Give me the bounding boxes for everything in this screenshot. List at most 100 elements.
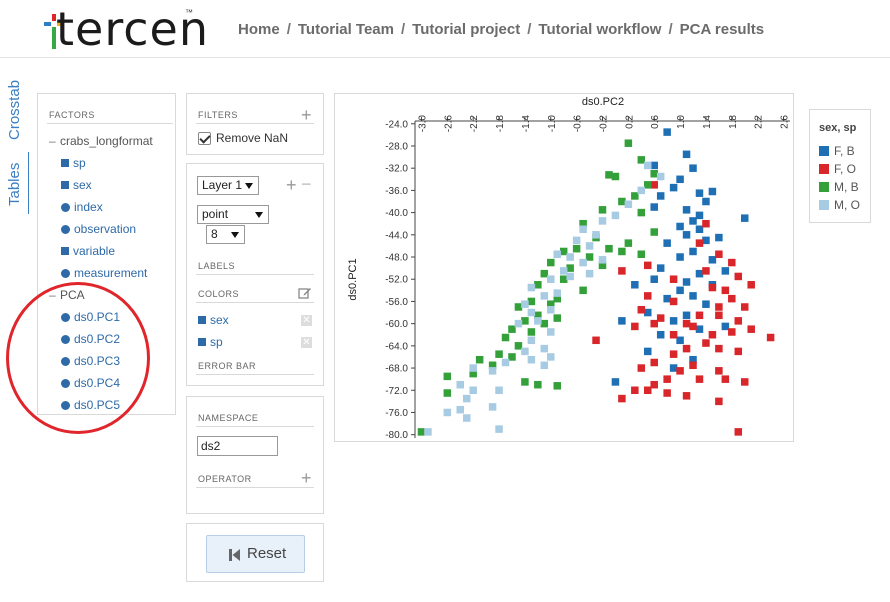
- remove-color-sex-icon[interactable]: ✕: [301, 315, 312, 326]
- add-operator-plus-icon[interactable]: +: [301, 468, 312, 488]
- data-point: [469, 386, 477, 395]
- tab-tables[interactable]: Tables: [6, 162, 23, 206]
- data-point: [572, 244, 581, 253]
- data-point: [624, 239, 633, 247]
- data-point: [676, 222, 684, 231]
- reset-label: Reset: [247, 545, 287, 562]
- point-size-select[interactable]: 8: [206, 225, 245, 244]
- data-point: [495, 386, 503, 395]
- scatter-plot[interactable]: -3.0 -2.6 -2.2 -1.8 -1.4 -1.0 -0.6 -0.2 0.2 0.6 1.…: [334, 93, 794, 442]
- color-factor-sex[interactable]: sex: [198, 313, 229, 327]
- factor-sex[interactable]: sex: [61, 178, 92, 192]
- remove-nan-checkbox[interactable]: [198, 132, 211, 145]
- categorical-icon: [61, 247, 69, 255]
- error-bar-title: ERROR BAR: [198, 361, 257, 371]
- data-point: [553, 294, 561, 303]
- y-tick-label: -56.0: [385, 297, 408, 308]
- data-point: [631, 192, 639, 200]
- categorical-icon: [198, 316, 206, 324]
- data-point: [631, 322, 639, 331]
- namespace-input[interactable]: [197, 436, 278, 456]
- breadcrumb-home[interactable]: Home: [238, 21, 280, 38]
- data-point: [644, 308, 652, 317]
- data-point: [598, 217, 607, 225]
- breadcrumb-current[interactable]: PCA results: [679, 21, 765, 38]
- tercen-logo[interactable]: tercen ™: [44, 6, 208, 52]
- divider: [196, 426, 314, 427]
- remove-layer-minus-icon[interactable]: −: [301, 174, 312, 194]
- factor-pc4[interactable]: ds0.PC4: [61, 376, 120, 390]
- breadcrumb-separator: /: [668, 21, 673, 38]
- data-point: [624, 139, 633, 147]
- data-point: [689, 164, 697, 172]
- data-point: [715, 397, 723, 406]
- data-point: [734, 272, 743, 281]
- divider: [196, 374, 314, 375]
- factor-pc5[interactable]: ds0.PC5: [61, 398, 120, 412]
- color-factor-label: sp: [210, 335, 223, 349]
- data-point: [585, 253, 594, 261]
- factor-variable[interactable]: variable: [61, 244, 115, 258]
- data-point: [663, 375, 671, 383]
- legend-item-mb: M, B: [819, 180, 859, 194]
- data-point: [721, 375, 730, 383]
- y-tick-label: -72.0: [385, 386, 408, 397]
- add-filter-plus-icon[interactable]: +: [301, 105, 312, 125]
- numeric-icon: [61, 203, 70, 212]
- color-factor-label: sex: [210, 313, 229, 327]
- color-factor-sp[interactable]: sp: [198, 335, 223, 349]
- breadcrumb-separator: /: [400, 21, 406, 38]
- data-point: [734, 428, 743, 436]
- logo-wordmark: tercen: [56, 2, 209, 56]
- remove-nan-label: Remove NaN: [216, 131, 289, 145]
- data-point: [695, 269, 704, 278]
- breadcrumb-separator: /: [286, 21, 291, 38]
- data-point: [689, 217, 697, 225]
- factor-pc3[interactable]: ds0.PC3: [61, 354, 120, 368]
- breadcrumb-team[interactable]: Tutorial Team: [297, 21, 394, 38]
- namespace-panel: NAMESPACE OPERATOR +: [186, 396, 324, 514]
- data-point: [740, 303, 749, 311]
- data-point: [540, 269, 549, 278]
- y-tick-label: -36.0: [385, 186, 408, 197]
- divider: [196, 487, 314, 488]
- data-point: [605, 244, 613, 253]
- reset-button[interactable]: Reset: [206, 535, 305, 573]
- data-point: [540, 344, 549, 353]
- data-point: [702, 236, 710, 245]
- data-point: [443, 389, 452, 397]
- breadcrumb-workflow[interactable]: Tutorial workflow: [538, 21, 662, 38]
- remove-color-sp-icon[interactable]: ✕: [301, 337, 312, 348]
- tree-group-crabs[interactable]: – crabs_longformat: [49, 134, 153, 148]
- data-point: [443, 372, 452, 381]
- data-point: [605, 171, 613, 179]
- tab-crosstab[interactable]: Crosstab: [6, 79, 23, 140]
- data-point: [650, 181, 658, 189]
- data-point: [702, 219, 710, 228]
- data-point: [508, 325, 516, 333]
- layer-select[interactable]: Layer 1: [197, 176, 259, 195]
- factor-pc2[interactable]: ds0.PC2: [61, 332, 120, 346]
- factor-observation[interactable]: observation: [61, 222, 136, 236]
- data-point: [540, 319, 549, 328]
- legend-item-fo: F, O: [819, 162, 856, 176]
- tree-group-pca[interactable]: – PCA: [49, 288, 85, 302]
- data-point: [708, 283, 717, 292]
- active-tab-indicator: [28, 152, 29, 214]
- divider: [196, 302, 314, 303]
- edit-icon[interactable]: [298, 286, 312, 300]
- geom-type-select[interactable]: point: [197, 205, 269, 224]
- legend-swatch: [819, 200, 829, 210]
- factor-measurement[interactable]: measurement: [61, 266, 147, 280]
- data-point: [514, 342, 523, 350]
- data-point: [527, 336, 536, 345]
- breadcrumb-project[interactable]: Tutorial project: [412, 21, 521, 38]
- legend-item-fb: F, B: [819, 144, 855, 158]
- x-tick-label: -0.2: [599, 115, 610, 133]
- factor-sp[interactable]: sp: [61, 156, 86, 170]
- factor-pc1[interactable]: ds0.PC1: [61, 310, 120, 324]
- factor-index[interactable]: index: [61, 200, 103, 214]
- factor-label: sex: [73, 178, 92, 192]
- data-point: [669, 350, 678, 358]
- add-layer-plus-icon[interactable]: +: [286, 175, 297, 195]
